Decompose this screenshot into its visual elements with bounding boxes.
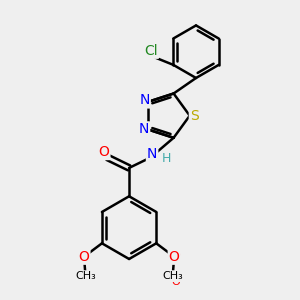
Text: N: N (147, 147, 157, 161)
Text: Cl: Cl (144, 44, 158, 58)
Text: H: H (161, 152, 171, 166)
Text: O: O (169, 250, 180, 264)
Text: O: O (79, 250, 89, 264)
Text: CH₃: CH₃ (162, 271, 183, 281)
Text: O: O (99, 145, 110, 159)
Text: O: O (171, 277, 180, 286)
Text: N: N (139, 122, 149, 136)
Text: S: S (190, 109, 199, 123)
Text: O: O (171, 249, 181, 262)
Text: CH₃: CH₃ (75, 271, 96, 281)
Text: N: N (140, 94, 150, 107)
